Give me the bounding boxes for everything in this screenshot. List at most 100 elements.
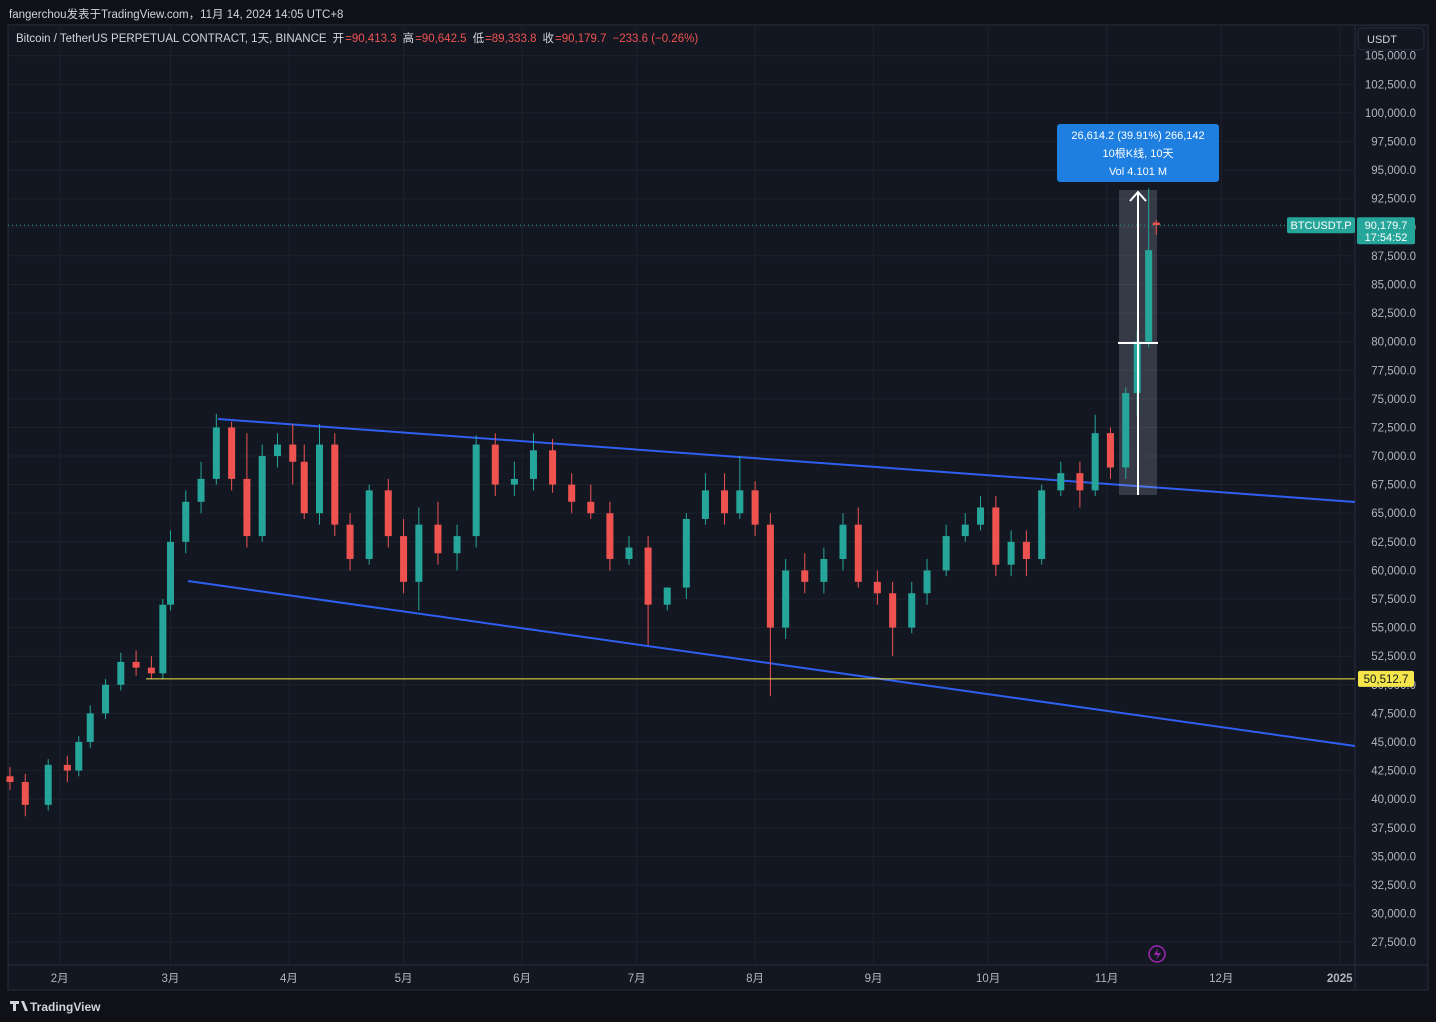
y-tick-label: 57,500.0 <box>1371 594 1416 606</box>
y-tick-label: 35,000.0 <box>1371 851 1416 863</box>
legend-key: 开 <box>333 33 345 45</box>
candle-body <box>147 667 155 674</box>
legend-eq: = <box>555 33 562 45</box>
candle-body <box>159 604 167 674</box>
candle-body <box>316 444 324 514</box>
candle-body <box>721 490 729 514</box>
candle-body <box>346 524 354 559</box>
y-tick-label: 95,000.0 <box>1371 165 1416 177</box>
footer-brand: TradingView <box>30 1000 101 1014</box>
candle-body <box>923 570 931 594</box>
candle-body <box>961 524 969 537</box>
candle-body <box>782 570 790 628</box>
candle-body <box>1145 250 1153 342</box>
legend-eq: = <box>415 33 422 45</box>
y-tick-label: 70,000.0 <box>1371 451 1416 463</box>
candle-body <box>197 478 205 502</box>
candle-body <box>992 507 1000 565</box>
candle-body <box>258 456 266 537</box>
candle-body <box>182 501 190 542</box>
candle-body <box>751 490 759 525</box>
candle-body <box>1076 473 1084 491</box>
candle-body <box>1038 490 1046 559</box>
lightning-icon[interactable] <box>1148 945 1166 963</box>
candle-body <box>1007 541 1015 565</box>
symbol-title: Bitcoin / TetherUS PERPETUAL CONTRACT, 1… <box>16 33 327 45</box>
candle-body <box>839 524 847 559</box>
candle-body <box>587 501 595 514</box>
y-tick-label: 30,000.0 <box>1371 909 1416 921</box>
legend-key: 高 <box>403 31 415 45</box>
price-tag-bg <box>1357 217 1415 245</box>
candle-body <box>977 507 985 525</box>
candle-body <box>75 741 83 771</box>
candle-body <box>365 490 373 559</box>
candle-body <box>1152 222 1160 226</box>
candle-body <box>625 547 633 559</box>
candle-body <box>736 490 744 514</box>
currency-label[interactable]: USDT <box>1367 34 1397 46</box>
candle-body <box>801 570 809 582</box>
y-tick-label: 37,500.0 <box>1371 823 1416 835</box>
measure-text: 10根K线, 10天 <box>1103 146 1174 160</box>
candle-body <box>453 536 461 554</box>
legend-value: 90,642.5 <box>422 33 467 45</box>
level-tag <box>1358 670 1414 687</box>
y-tick-label: 40,000.0 <box>1371 794 1416 806</box>
currency-button[interactable] <box>1357 27 1425 51</box>
candle-body <box>820 558 828 582</box>
logo <box>10 1001 28 1011</box>
candle-body <box>132 661 140 668</box>
candle-body <box>228 427 236 479</box>
candle-body <box>942 536 950 571</box>
x-tick-label: 2月 <box>51 973 69 985</box>
grid <box>8 25 1355 965</box>
y-tick-label: 42,500.0 <box>1371 766 1416 778</box>
level-label: 50,512.7 <box>1364 674 1409 686</box>
y-tick-label: 67,500.0 <box>1371 480 1416 492</box>
legend-eq: = <box>485 33 492 45</box>
overlay: 27,500.0 30,000.0 32,500.0 35,000.0 37,500.0… <box>8 51 1416 985</box>
candle-body <box>212 427 220 479</box>
y-tick-label: 45,000.0 <box>1371 737 1416 749</box>
candle-body <box>1022 541 1030 559</box>
candle-body <box>1106 433 1114 468</box>
y-tick-label: 27,500.0 <box>1371 937 1416 949</box>
legend-key: 收 <box>543 31 555 45</box>
candle-body <box>889 593 897 628</box>
x-tick-label: 9月 <box>865 973 883 985</box>
candle-body <box>529 450 537 479</box>
candle-body <box>549 450 557 485</box>
x-tick-label: 12月 <box>1209 973 1233 985</box>
candle-body <box>300 461 308 514</box>
candle-body <box>908 593 916 628</box>
legend-value: 90,179.7 <box>562 33 607 45</box>
measure-text: Vol 4.101 M <box>1109 166 1167 178</box>
countdown: 17:54:52 <box>1365 232 1408 244</box>
legend-value: 90,413.3 <box>352 33 397 45</box>
y-tick-label: 52,500.0 <box>1371 651 1416 663</box>
candle-body <box>434 524 442 554</box>
candle-body <box>289 444 297 462</box>
candle-body <box>854 524 862 582</box>
y-tick-label: 47,500.0 <box>1371 708 1416 720</box>
x-tick-label: 10月 <box>976 973 1000 985</box>
x-tick-label: 7月 <box>628 973 646 985</box>
symbol-tag: BTCUSDT.P <box>1290 220 1351 232</box>
y-tick-label: 80,000.0 <box>1371 337 1416 349</box>
candle-body <box>273 444 281 457</box>
candle-body <box>21 782 29 805</box>
y-tick-label: 75,000.0 <box>1371 394 1416 406</box>
candle-body <box>491 444 499 485</box>
y-tick-label: 100,000.0 <box>1365 108 1416 120</box>
header: fangerchou发表于TradingView.com，11月 14, 202… <box>9 7 343 21</box>
measure-text: 26,614.2 (39.91%) 266,142 <box>1071 130 1204 142</box>
x-tick-label: 5月 <box>395 973 413 985</box>
candle-body <box>644 547 652 605</box>
y-tick-label: 82,500.0 <box>1371 308 1416 320</box>
y-tick-label: 77,500.0 <box>1371 365 1416 377</box>
candle-body <box>701 490 709 519</box>
candle-body <box>606 513 614 559</box>
y-tick-label: 87,500.0 <box>1371 251 1416 263</box>
